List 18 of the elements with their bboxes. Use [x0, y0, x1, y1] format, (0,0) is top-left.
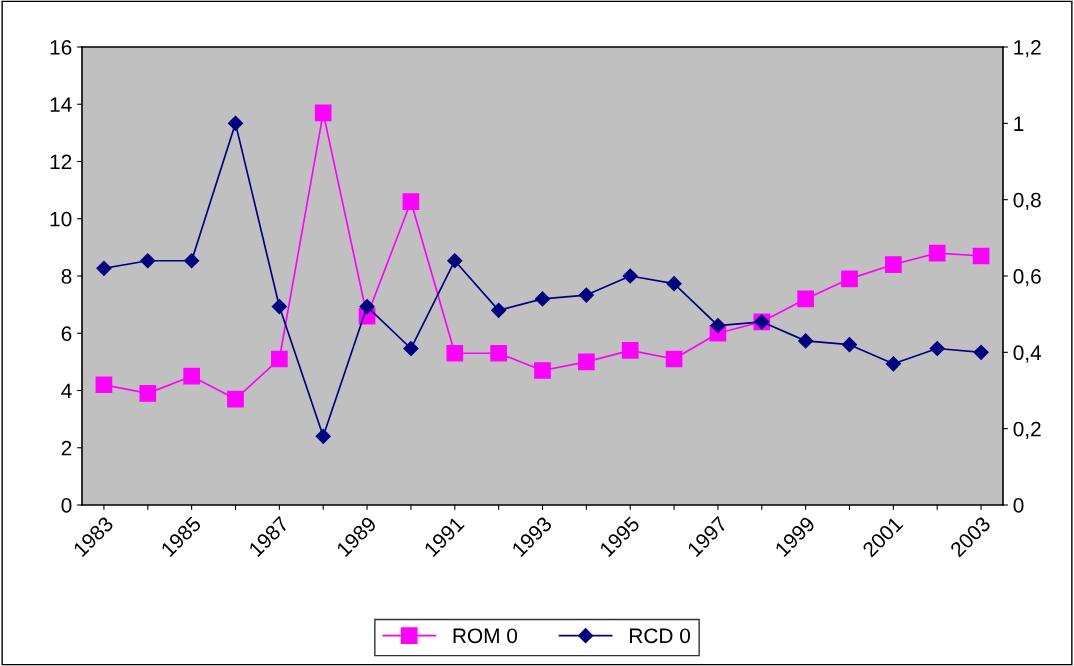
y2-tick-label: 0: [1013, 498, 1024, 513]
y-tick-label: 16: [50, 40, 72, 55]
y2-tick-label: 1,2: [1014, 40, 1041, 58]
legend-label: RCD 0: [630, 628, 691, 644]
legend-label: ROM 0: [453, 628, 518, 644]
y-tick-label: 6: [61, 326, 72, 341]
y-tick-label: 0: [61, 498, 72, 513]
y2-tick-label: 0,6: [1013, 269, 1041, 287]
y2-tick-label: 0,2: [1013, 421, 1041, 439]
y-tick-label: 2: [61, 440, 72, 456]
y-tick-label: 14: [50, 97, 72, 112]
y-tick-label: 12: [50, 154, 72, 170]
y2-tick-label: 0,4: [1013, 345, 1042, 363]
y2-tick-label: 0,8: [1013, 192, 1041, 210]
y-tick-label: 10: [50, 211, 72, 227]
y2-tick-label: 1: [1014, 116, 1024, 131]
y-tick-label: 8: [61, 269, 72, 284]
y-tick-label: 4: [61, 383, 72, 399]
